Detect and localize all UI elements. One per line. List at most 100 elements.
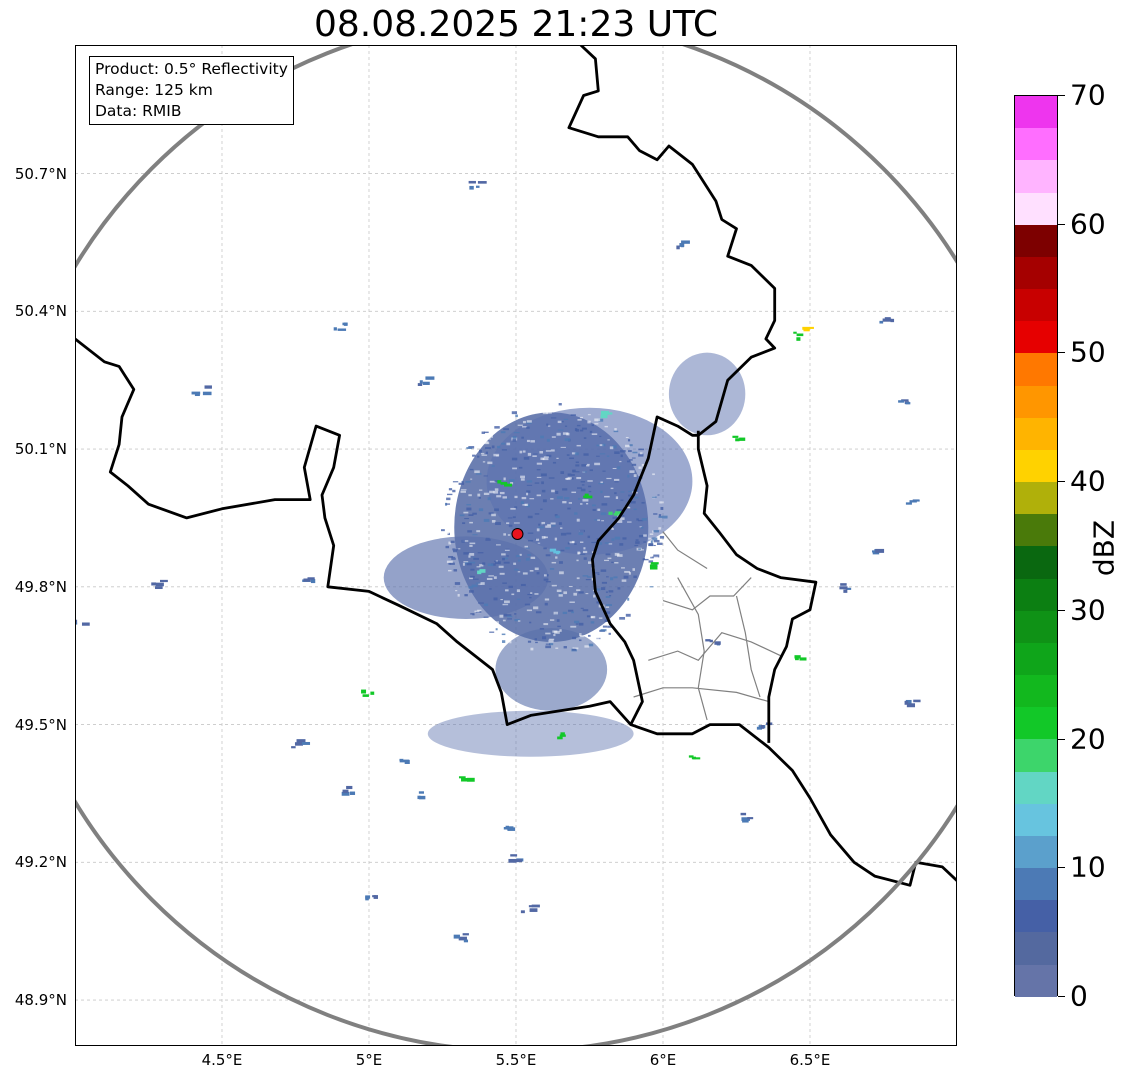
echo-speckle <box>470 568 475 571</box>
echo-speckle <box>534 513 540 515</box>
echo-cell <box>553 550 561 554</box>
echo-speckle <box>544 536 548 539</box>
echo-speckle <box>575 461 579 464</box>
echo-speckle <box>582 499 589 502</box>
colorbar-segment <box>1015 803 1057 836</box>
echo-speckle <box>530 592 533 594</box>
echo-speckle <box>501 449 507 451</box>
echo-speckle <box>526 422 532 424</box>
radar-map[interactable] <box>75 45 957 1046</box>
echo-speckle <box>564 497 570 500</box>
colorbar-segment <box>1015 385 1057 418</box>
echo-speckle <box>628 494 634 497</box>
echo-speckle <box>567 507 571 510</box>
echo-speckle <box>527 640 532 643</box>
echo-speckle <box>576 589 581 592</box>
echo-speckle <box>569 477 574 480</box>
echo-speckle <box>618 517 625 520</box>
echo-speckle <box>504 549 510 552</box>
echo-cell <box>584 493 589 497</box>
scattered-echo <box>529 908 538 912</box>
echo-speckle <box>562 488 568 491</box>
echo-speckle <box>580 416 583 419</box>
echo-speckle <box>502 619 506 622</box>
scattered-echo <box>204 385 212 389</box>
echo-speckle <box>451 556 456 558</box>
echo-speckle <box>635 541 640 544</box>
echo-speckle <box>489 588 492 590</box>
echo-speckle <box>520 478 525 481</box>
district-border <box>633 687 769 703</box>
echo-cell <box>549 548 557 552</box>
echo-speckle <box>552 461 557 464</box>
echo-cell <box>584 495 593 499</box>
echo-speckle <box>453 549 458 553</box>
echo-speckle <box>462 464 468 467</box>
echo-speckle <box>470 613 475 615</box>
product-info-box: Product: 0.5° Reflectivity Range: 125 km… <box>89 56 294 125</box>
echo-speckle <box>560 471 565 474</box>
echo-speckle <box>611 528 614 531</box>
echo-speckle <box>604 495 610 498</box>
echo-speckle <box>522 450 526 453</box>
echo-speckle <box>454 582 461 585</box>
echo-speckle <box>501 442 506 445</box>
echo-speckle <box>514 506 518 509</box>
echo-speckle <box>591 551 595 554</box>
echo-speckle <box>488 575 494 577</box>
echo-speckle <box>607 557 612 560</box>
echo-speckle <box>594 423 599 425</box>
echo-speckle <box>609 446 614 450</box>
echo-region <box>383 536 549 619</box>
echo-speckle <box>557 429 564 431</box>
echo-speckle <box>589 430 593 433</box>
echo-speckle <box>617 554 623 557</box>
echo-speckle <box>513 432 520 434</box>
echo-speckle <box>514 618 520 622</box>
echo-speckle <box>591 433 598 436</box>
scattered-echo <box>469 185 474 190</box>
echo-speckle <box>600 481 603 484</box>
echo-speckle <box>579 529 585 533</box>
echo-speckle <box>523 456 530 460</box>
echo-speckle <box>558 522 562 525</box>
lon-tick-label: 5.5°E <box>495 1051 537 1069</box>
scattered-echo <box>510 854 518 857</box>
echo-speckle <box>446 493 453 496</box>
radar-site-marker[interactable] <box>511 528 524 541</box>
echo-speckle <box>606 455 610 457</box>
echo-speckle <box>543 623 549 626</box>
echo-speckle <box>521 496 527 500</box>
echo-speckle <box>502 496 507 499</box>
echo-speckle <box>550 417 557 419</box>
echo-speckle <box>529 570 534 572</box>
echo-speckle <box>611 538 615 541</box>
scattered-echo <box>417 796 425 800</box>
echo-speckle <box>560 549 565 552</box>
echo-speckle <box>440 529 445 532</box>
echo-speckle <box>653 544 656 547</box>
echo-speckle <box>614 492 617 495</box>
echo-speckle <box>507 615 513 618</box>
echo-speckle <box>533 606 539 610</box>
echo-speckle <box>570 474 575 476</box>
echo-speckle <box>614 561 619 564</box>
echo-speckle <box>628 450 632 453</box>
echo-speckle <box>574 471 580 473</box>
echo-speckle <box>519 553 522 556</box>
echo-speckle <box>577 551 581 555</box>
echo-speckle <box>535 641 538 644</box>
echo-speckle <box>536 469 541 471</box>
echo-speckle <box>575 464 580 467</box>
colorbar-tick-label: 30 <box>1070 593 1106 627</box>
echo-speckle <box>635 539 639 541</box>
scattered-echo <box>463 939 469 943</box>
echo-speckle <box>545 554 551 557</box>
echo-speckle <box>440 517 446 519</box>
scattered-echo <box>419 380 423 384</box>
echo-cell <box>600 410 609 415</box>
echo-cell <box>795 657 799 661</box>
lat-tick-label: 50.1°N <box>14 440 67 459</box>
colorbar-segment <box>1015 224 1057 257</box>
echo-speckle <box>545 581 551 583</box>
